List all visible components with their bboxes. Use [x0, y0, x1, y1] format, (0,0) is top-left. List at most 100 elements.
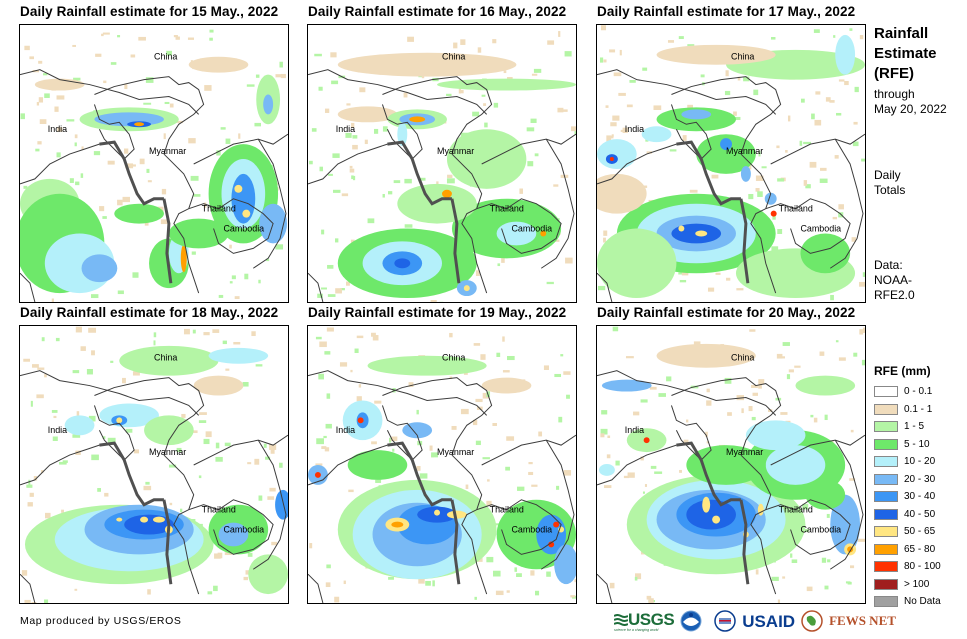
rain-speckle	[117, 199, 123, 206]
rain-speckle	[138, 36, 146, 41]
rain-speckle	[654, 471, 663, 474]
country-label-india: India	[336, 124, 355, 134]
rain-speckle	[91, 454, 99, 461]
rain-speckle	[95, 53, 102, 57]
rain-speckle	[183, 328, 190, 335]
rain-speckle	[247, 552, 253, 557]
rain-cell	[740, 165, 751, 182]
rain-speckle	[436, 181, 439, 186]
rain-speckle	[820, 167, 827, 171]
rain-speckle	[74, 142, 77, 147]
rain-speckle	[838, 79, 845, 82]
rain-speckle	[215, 456, 223, 462]
rain-speckle	[724, 90, 731, 96]
rain-speckle	[107, 437, 116, 443]
rain-cell	[481, 377, 532, 394]
rain-speckle	[826, 513, 830, 518]
rain-speckle	[806, 586, 813, 592]
rain-speckle	[814, 119, 822, 126]
rain-speckle	[418, 177, 426, 181]
country-border	[597, 573, 613, 603]
rain-speckle	[528, 471, 534, 476]
rain-cell	[835, 34, 856, 75]
rain-speckle	[205, 431, 212, 438]
coastline	[739, 198, 750, 284]
rain-speckle	[563, 371, 571, 375]
country-border	[770, 434, 865, 466]
rainfall-map-20-may: China India Myanmar Thailand Cambodia	[596, 325, 866, 604]
rain-speckle	[212, 329, 220, 333]
rain-speckle	[815, 91, 821, 95]
rain-speckle	[771, 246, 779, 251]
rain-speckle	[147, 589, 151, 595]
coastline	[676, 441, 741, 507]
coastline	[162, 198, 173, 284]
rain-speckle	[453, 42, 458, 49]
rain-speckle	[56, 152, 61, 158]
rain-speckle	[725, 70, 729, 77]
rain-speckle	[90, 294, 99, 299]
rain-speckle	[132, 272, 139, 278]
country-border	[740, 454, 777, 595]
rain-speckle	[38, 97, 44, 103]
rain-speckle	[93, 151, 101, 156]
rain-speckle	[388, 191, 393, 195]
rain-speckle	[122, 196, 130, 203]
country-label-thailand: Thailand	[779, 204, 813, 214]
rain-speckle	[168, 464, 177, 468]
legend-label: 20 - 30	[904, 473, 936, 485]
rain-speckle	[776, 353, 783, 359]
rain-speckle	[31, 602, 37, 603]
rain-speckle	[564, 51, 572, 57]
country-border	[308, 69, 488, 115]
country-border	[476, 198, 562, 254]
legend-item: 50 - 65	[874, 523, 941, 541]
rain-cell	[745, 420, 806, 451]
rain-speckle	[777, 178, 785, 182]
rain-speckle	[535, 590, 540, 596]
rain-speckle	[460, 408, 469, 415]
rain-speckle	[324, 108, 330, 113]
rain-speckle	[449, 332, 453, 338]
rain-speckle	[335, 288, 342, 294]
rain-cell	[496, 221, 537, 246]
rain-speckle	[640, 399, 648, 403]
rain-cell	[116, 517, 123, 522]
rain-speckle	[758, 379, 765, 385]
coastline	[162, 499, 173, 585]
rain-speckle	[193, 430, 198, 434]
rain-speckle	[474, 596, 477, 600]
rain-cell	[656, 343, 756, 368]
rain-speckle	[666, 376, 672, 382]
rain-speckle	[546, 571, 551, 577]
rain-speckle	[263, 443, 267, 448]
rain-speckle	[726, 277, 731, 281]
rain-speckle	[558, 31, 561, 37]
rain-speckle	[634, 576, 638, 581]
rain-speckle	[758, 150, 761, 157]
rain-speckle	[768, 409, 773, 412]
rain-speckle	[392, 448, 395, 452]
rain-speckle	[650, 465, 657, 469]
rain-cell	[702, 496, 711, 513]
rain-speckle	[315, 463, 323, 466]
rain-speckle	[626, 104, 633, 108]
rain-speckle	[755, 175, 764, 181]
rain-speckle	[404, 224, 413, 228]
rain-speckle	[574, 579, 576, 583]
rain-speckle	[117, 290, 124, 295]
rain-speckle	[29, 56, 34, 60]
rain-speckle	[682, 135, 687, 141]
country-border	[829, 138, 864, 269]
rain-speckle	[862, 272, 865, 277]
rain-speckle	[850, 565, 855, 569]
rain-speckle	[635, 573, 642, 580]
rain-cell	[720, 138, 732, 151]
rain-speckle	[38, 60, 43, 64]
rain-speckle	[319, 341, 327, 348]
rain-cell	[463, 285, 470, 292]
rain-speckle	[465, 484, 469, 490]
rain-cell	[446, 129, 527, 189]
rain-speckle	[785, 149, 788, 153]
panel-title-17-may: Daily Rainfall estimate for 17 May., 202…	[597, 4, 856, 19]
